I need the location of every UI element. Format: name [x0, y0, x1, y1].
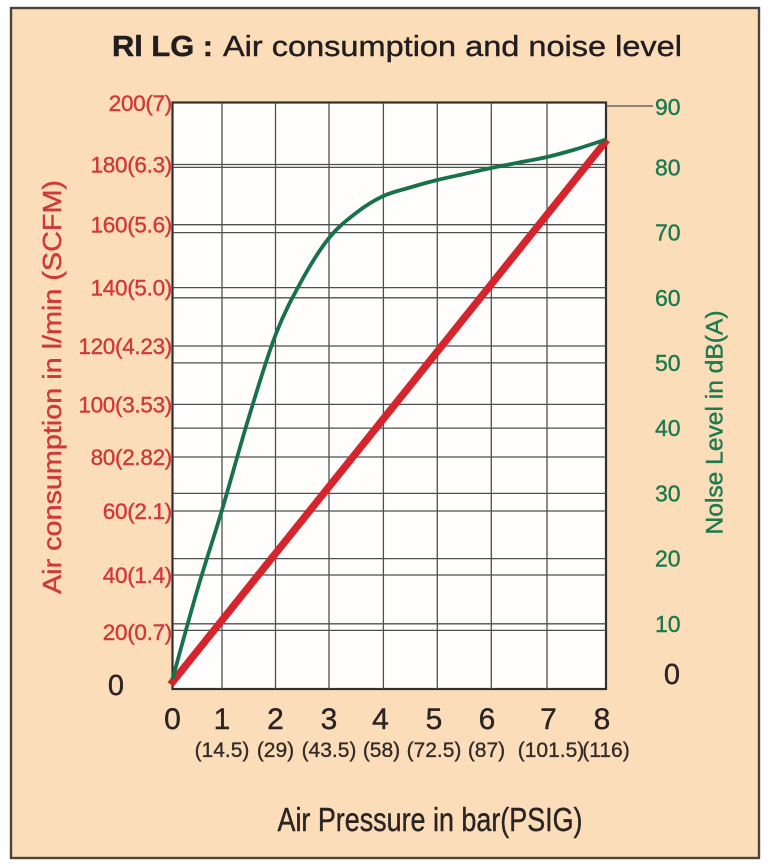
- svg-text:80: 80: [655, 154, 681, 180]
- svg-text:(14.5): (14.5): [195, 739, 250, 762]
- svg-text:Air consumption in l/min (SCF: Air consumption in l/min (SCFM): [37, 180, 67, 594]
- svg-text:120(4.23): 120(4.23): [78, 334, 172, 359]
- svg-text:60: 60: [655, 285, 681, 311]
- svg-text:5: 5: [426, 703, 443, 736]
- svg-text:180(6.3): 180(6.3): [91, 153, 172, 178]
- svg-text:20: 20: [655, 546, 681, 572]
- svg-text:Air Pressure in bar(PSIG): Air Pressure in bar(PSIG): [278, 801, 583, 838]
- svg-text:40(1.4): 40(1.4): [103, 563, 172, 588]
- svg-text:(72.5): (72.5): [407, 739, 462, 762]
- svg-text:80(2.82): 80(2.82): [91, 445, 172, 470]
- svg-text:6: 6: [479, 703, 496, 736]
- svg-text:Rl LG :: Rl LG :: [112, 31, 213, 63]
- svg-text:4: 4: [372, 703, 389, 736]
- svg-text:90: 90: [655, 94, 681, 120]
- svg-text:20(0.7): 20(0.7): [103, 620, 172, 645]
- svg-text:(58): (58): [363, 739, 400, 762]
- svg-text:50: 50: [655, 350, 681, 376]
- svg-text:7: 7: [540, 703, 557, 736]
- svg-text:60(2.1): 60(2.1): [103, 499, 172, 524]
- svg-text:0: 0: [108, 670, 124, 702]
- svg-text:(43.5): (43.5): [302, 739, 357, 762]
- svg-text:1: 1: [214, 703, 231, 736]
- svg-text:10: 10: [655, 611, 681, 637]
- svg-text:30: 30: [655, 480, 681, 506]
- svg-text:Nolse Level in dB(A): Nolse Level in dB(A): [701, 311, 728, 535]
- svg-text:(87): (87): [468, 739, 505, 762]
- svg-text:(29): (29): [257, 739, 294, 762]
- svg-text:140(5.0): 140(5.0): [91, 276, 172, 301]
- svg-text:Air consumption and noise leve: Air consumption and noise level: [223, 31, 682, 63]
- svg-text:200(7): 200(7): [109, 91, 172, 116]
- svg-text:(101.5): (101.5): [518, 739, 585, 762]
- svg-text:70: 70: [655, 220, 681, 246]
- svg-text:100(3.53): 100(3.53): [78, 392, 172, 417]
- svg-text:0: 0: [664, 659, 680, 691]
- svg-text:(116): (116): [582, 739, 629, 762]
- svg-text:40: 40: [655, 415, 681, 441]
- svg-text:3: 3: [321, 703, 338, 736]
- svg-text:2: 2: [267, 703, 284, 736]
- svg-text:8: 8: [594, 703, 611, 736]
- svg-text:160(5.6): 160(5.6): [91, 213, 172, 238]
- svg-text:0: 0: [164, 703, 181, 736]
